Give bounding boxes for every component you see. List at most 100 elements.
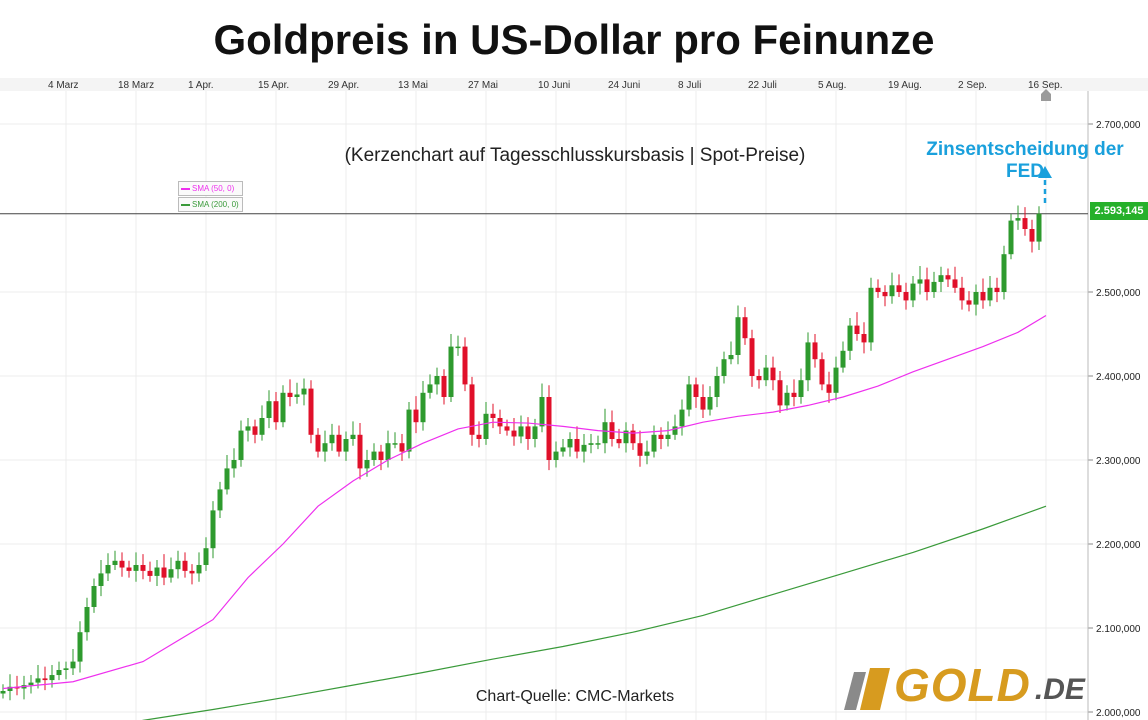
x-tick-label: 16 Sep. [1028,80,1062,91]
candle [133,552,139,582]
candle [448,334,454,403]
candle [371,443,377,466]
candle [686,376,692,417]
candle [819,352,825,391]
legend-swatch-sma200 [181,203,190,206]
candle [875,279,881,298]
candle [196,552,202,582]
legend-label-sma50: SMA (50, 0) [192,183,235,193]
candle [931,271,937,298]
candle [406,402,412,459]
candle [938,266,944,292]
candle [287,379,293,407]
y-tick-label: 2.400,000 [1096,372,1141,383]
candle [672,414,678,440]
candle [126,560,132,578]
candle [1022,207,1028,236]
candle [378,444,384,471]
candle [98,559,104,597]
candle [595,435,601,450]
candle [567,432,573,457]
candle [350,421,356,446]
candle [56,661,62,681]
candle [161,554,167,586]
scroll-end-icon[interactable] [1041,89,1051,101]
y-tick-label: 2.300,000 [1096,456,1141,467]
candle [476,421,482,448]
candle [609,410,615,447]
candle [574,426,580,459]
candle [777,370,783,413]
candle [63,661,69,680]
candle [742,307,748,345]
candle [329,423,335,451]
candle [546,385,552,471]
up-arrow-icon [1038,166,1052,206]
chart-legend: SMA (50, 0) SMA (200, 0) [178,181,243,213]
candle [588,433,594,454]
candle [189,564,195,585]
sma200-line [142,505,1047,720]
candle [315,428,321,458]
candle [644,440,650,465]
sma50-line [2,315,1047,690]
candle [973,284,979,316]
page-title: Goldpreis in US-Dollar pro Feinunze [0,0,1148,80]
candle [210,501,216,559]
candle [721,351,727,384]
legend-item-sma200[interactable]: SMA (200, 0) [178,197,243,212]
candle [28,675,34,694]
candle [847,318,853,361]
candle [735,305,741,365]
candle [203,537,209,571]
candle [91,578,97,613]
x-tick-label: 8 Juli [678,80,701,91]
candle [1008,213,1014,260]
candle [385,430,391,468]
candle [910,276,916,308]
candle [518,415,524,444]
candle [175,550,181,579]
candle [308,380,314,444]
candle [357,423,363,480]
y-tick-label: 2.100,000 [1096,624,1141,635]
candle [336,425,342,457]
candle [266,390,272,429]
x-tick-label: 15 Apr. [258,80,289,91]
candle [882,285,888,307]
gold-de-logo: GOLD .DE [840,654,1085,710]
chart-area: 4 Marz 18 Marz 1 Apr. 15 Apr. 29 Apr. 13 Mai 2… [0,78,1148,720]
candle [798,368,804,404]
candle [896,274,902,298]
candle [945,268,951,287]
x-tick-label: 4 Marz [48,80,79,91]
x-tick-label: 24 Juni [608,80,640,91]
candle [462,337,468,392]
candle [105,553,111,581]
candle [154,559,160,586]
candle [413,396,419,434]
candle [231,448,237,478]
candle [392,432,398,449]
candle [952,266,958,293]
candle [679,399,685,436]
candle [245,418,251,442]
candle [623,422,629,453]
candle [427,374,433,399]
candle [112,550,118,571]
candle [490,403,496,429]
candle [560,439,566,457]
candle [168,557,174,583]
legend-item-sma50[interactable]: SMA (50, 0) [178,181,243,196]
candle [581,433,587,463]
candle [70,649,76,676]
candle [420,381,426,431]
candle [637,430,643,467]
candle [1029,219,1035,253]
candle [714,366,720,408]
x-tick-label: 18 Marz [118,80,154,91]
chart-source: Chart-Quelle: CMC-Markets [475,688,675,705]
candle [966,291,972,312]
candle [903,282,909,310]
candle [889,272,895,304]
